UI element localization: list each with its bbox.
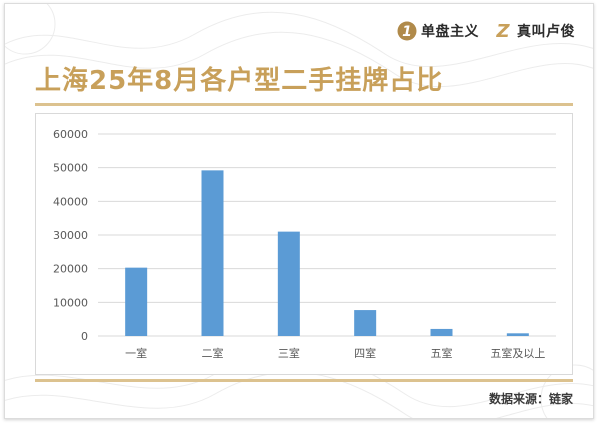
y-tick-label: 60000 bbox=[53, 128, 88, 141]
x-tick-label: 四室 bbox=[354, 346, 376, 360]
x-tick-label: 五室及以上 bbox=[490, 346, 545, 360]
y-tick-label: 50000 bbox=[53, 162, 88, 175]
brand-2: Z 真叫卢俊 bbox=[493, 21, 575, 41]
y-tick-label: 10000 bbox=[53, 296, 88, 309]
footer-divider bbox=[35, 379, 573, 382]
chart-card: 1 单盘主义 Z 真叫卢俊 上海25年8月各户型二手挂牌占比 0 10000 200… bbox=[4, 3, 594, 419]
chart-title: 上海25年8月各户型二手挂牌占比 bbox=[35, 66, 444, 96]
bar bbox=[277, 231, 300, 336]
x-tick-label: 一室 bbox=[125, 346, 147, 360]
brand-name: 单盘主义 bbox=[421, 24, 479, 40]
x-tick-label: 二室 bbox=[202, 346, 224, 360]
y-tick-label: 20000 bbox=[53, 263, 88, 276]
brand-logo-glyph: Z bbox=[495, 21, 510, 41]
y-tick-label: 0 bbox=[81, 330, 88, 343]
chart-frame: 0 10000 20000 30000 40000 50000 60000 一室 二室 三室 四室 五… bbox=[35, 113, 573, 375]
bar-chart: 0 10000 20000 30000 40000 50000 60000 一室 二室 三室 四室 五… bbox=[53, 128, 556, 360]
y-tick-label: 30000 bbox=[53, 229, 88, 242]
brand-logo-icon: Z bbox=[495, 21, 510, 41]
data-source-note: 数据来源：链家 bbox=[488, 392, 573, 406]
x-tick-label: 五室 bbox=[431, 346, 453, 360]
bar bbox=[354, 310, 377, 336]
bar bbox=[506, 333, 529, 336]
brand-logo-circle bbox=[397, 21, 417, 41]
x-tick-label: 三室 bbox=[278, 346, 300, 360]
brand-name: 真叫卢俊 bbox=[517, 24, 575, 40]
y-tick-label: 40000 bbox=[53, 195, 88, 208]
bar bbox=[125, 267, 148, 336]
brand-1: 1 单盘主义 bbox=[397, 21, 479, 41]
brand-header: 1 单盘主义 Z 真叫卢俊 bbox=[397, 21, 575, 41]
title-divider bbox=[35, 103, 573, 106]
bar bbox=[430, 328, 453, 336]
brand-logo-icon: 1 bbox=[397, 21, 417, 41]
bar bbox=[201, 170, 224, 336]
brand-logo-glyph: 1 bbox=[402, 24, 412, 40]
